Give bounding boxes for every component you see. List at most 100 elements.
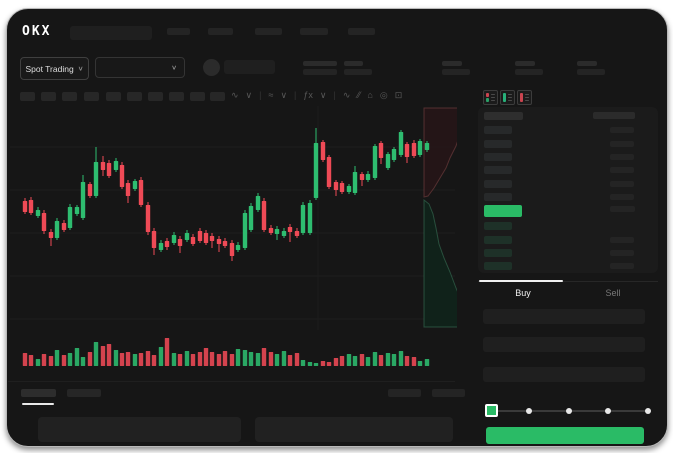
orderbook-buy-view-icon[interactable]: [500, 90, 515, 105]
order-input-2[interactable]: [483, 367, 645, 382]
candle-body: [339, 183, 345, 192]
tab-buy[interactable]: Buy: [515, 288, 531, 298]
timeframe-button-7[interactable]: [169, 92, 184, 101]
ask-row-0[interactable]: [484, 126, 512, 134]
nav-item-0[interactable]: [167, 28, 190, 35]
chart-type-icon[interactable]: ≈: [268, 90, 274, 100]
candle-body: [106, 163, 112, 176]
candle-body: [261, 201, 267, 230]
orderbook-sell-view-icon[interactable]: [517, 90, 532, 105]
bottom-action-1[interactable]: [432, 389, 465, 397]
stat-value-4: [577, 69, 605, 75]
bottom-tab-0[interactable]: [21, 389, 56, 397]
divider: [8, 381, 455, 382]
candle-body: [158, 243, 164, 250]
volume-bar: [184, 351, 190, 366]
indicator-wave-icon[interactable]: ∿: [231, 89, 239, 100]
timeframe-button-4[interactable]: [106, 92, 121, 101]
nav-item-3[interactable]: [300, 28, 328, 35]
pair-select[interactable]: ∨: [95, 57, 185, 78]
ask-row-3[interactable]: [484, 166, 512, 174]
timeframe-button-1[interactable]: [41, 92, 56, 101]
coin-avatar[interactable]: [203, 59, 220, 76]
bid-amount-2: [610, 250, 634, 256]
bottom-action-0[interactable]: [388, 389, 421, 397]
market-type-dropdown[interactable]: Spot Trading ∨: [20, 57, 89, 80]
candle-body: [74, 207, 80, 214]
global-search[interactable]: [70, 26, 152, 40]
candle-body: [119, 165, 125, 187]
function-caret-icon[interactable]: ∨: [319, 89, 327, 100]
nav-item-2[interactable]: [255, 28, 282, 35]
slider-step-3[interactable]: [605, 408, 611, 414]
nav-item-1[interactable]: [208, 28, 233, 35]
candle-body: [229, 243, 235, 256]
candle-body: [184, 233, 190, 240]
function-icon[interactable]: ƒx: [303, 90, 313, 100]
candle-body: [164, 241, 170, 247]
candle-body: [151, 231, 157, 248]
ask-row-4[interactable]: [484, 180, 512, 188]
candle-body: [171, 235, 177, 243]
chart-type-caret-icon[interactable]: ∨: [280, 89, 288, 100]
ask-row-1[interactable]: [484, 140, 512, 148]
candle-body: [255, 196, 261, 210]
candle-body: [424, 143, 430, 150]
candle-body: [177, 239, 183, 246]
line-tool-icon[interactable]: ∿: [342, 89, 351, 100]
candle-body: [307, 203, 313, 233]
nav-item-4[interactable]: [348, 28, 375, 35]
toolbar-divider: |: [294, 90, 297, 100]
slider-step-4[interactable]: [645, 408, 651, 414]
candle-body: [352, 172, 358, 193]
timeframe-button-5[interactable]: [127, 92, 142, 101]
slider-step-2[interactable]: [566, 408, 572, 414]
stat-value-0: [303, 69, 337, 75]
indicator-caret-icon[interactable]: ∨: [245, 89, 253, 100]
volume-bar: [48, 356, 54, 366]
volume-bar: [398, 351, 404, 366]
timeframe-button-6[interactable]: [148, 92, 163, 101]
candle-body: [203, 233, 209, 243]
candlestick-chart[interactable]: [8, 104, 457, 368]
bid-row-2[interactable]: [484, 249, 512, 257]
timeframe-button-3[interactable]: [84, 92, 99, 101]
fullscreen-icon[interactable]: ⊡: [394, 89, 403, 100]
bid-row-3[interactable]: [484, 262, 512, 270]
timeframe-button-9[interactable]: [210, 92, 225, 101]
volume-bar: [106, 344, 112, 366]
bottom-tab-1[interactable]: [67, 389, 101, 397]
settings-icon[interactable]: ◎: [379, 89, 388, 100]
slider-step-1[interactable]: [526, 408, 532, 414]
orderbook-split-view-icon[interactable]: [483, 90, 498, 105]
timeframe-button-2[interactable]: [62, 92, 77, 101]
chevron-down-icon: ∨: [77, 64, 84, 73]
order-input-0[interactable]: [483, 309, 645, 324]
measure-tool-icon[interactable]: ⁄⁄: [357, 90, 361, 100]
order-input-1[interactable]: [483, 337, 645, 352]
buy-submit-button[interactable]: [486, 427, 644, 444]
candle-body: [145, 205, 151, 232]
volume-bar: [235, 349, 241, 366]
slider-handle[interactable]: [485, 404, 498, 417]
orderbook-panel: [478, 107, 658, 273]
bid-row-0[interactable]: [484, 222, 512, 230]
camera-icon[interactable]: ⌂: [367, 90, 373, 100]
ask-row-5[interactable]: [484, 193, 512, 201]
last-price-badge[interactable]: [484, 205, 522, 217]
timeframe-button-0[interactable]: [20, 92, 35, 101]
candle-body: [35, 210, 41, 216]
volume-bar: [352, 356, 358, 366]
tab-sell[interactable]: Sell: [605, 288, 621, 298]
bid-amount-1: [610, 237, 634, 243]
candle-body: [411, 143, 417, 156]
volume-bar: [417, 361, 423, 366]
orderbook-header-amount: [593, 112, 635, 119]
timeframe-button-8[interactable]: [190, 92, 205, 101]
volume-bar: [164, 338, 170, 366]
bottom-panel-1: [255, 417, 453, 442]
ask-row-2[interactable]: [484, 153, 512, 161]
ask-amount-4: [610, 181, 634, 187]
candle-body: [80, 182, 86, 218]
bid-row-1[interactable]: [484, 236, 512, 244]
